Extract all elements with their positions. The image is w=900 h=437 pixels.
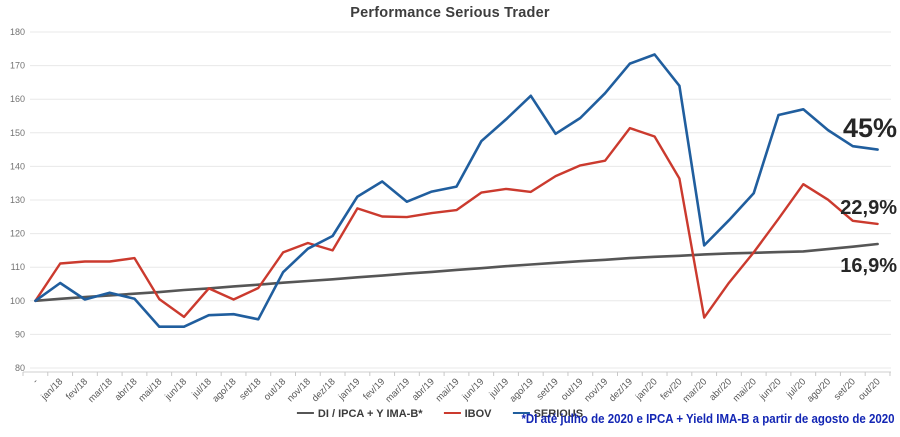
return-annotation: 22,9% <box>840 197 897 219</box>
x-axis-tick-label: set/18 <box>237 376 263 402</box>
x-axis-tick-label: mar/20 <box>681 376 710 405</box>
y-axis-tick-label: 80 <box>15 363 25 373</box>
x-axis-tick-label: out/20 <box>856 376 882 402</box>
x-axis-tick-label: set/20 <box>832 376 858 402</box>
series-line-di-ipca-y-ima-b <box>34 242 879 303</box>
chart-footnote: *DI até julho de 2020 e IPCA + Yield IMA… <box>521 412 895 426</box>
y-axis-tick-label: 110 <box>11 262 25 272</box>
legend-line-swatch-serious <box>512 412 530 415</box>
return-annotation: 45% <box>843 113 897 143</box>
x-axis-tick-label: nov/18 <box>285 376 313 404</box>
y-axis-tick-label: 150 <box>10 128 25 138</box>
x-axis-tick-label: set/19 <box>535 376 561 402</box>
chart-title: Performance Serious Trader <box>350 5 550 21</box>
x-axis-tick-label: jun/19 <box>460 376 487 403</box>
x-axis-tick-label: - <box>31 376 41 386</box>
x-axis-tick-label: jan/18 <box>38 376 65 403</box>
y-axis-tick-label: 170 <box>10 61 25 71</box>
y-axis-tick-label: 130 <box>10 195 25 205</box>
legend-label-benchmark: DI / IPCA + Y IMA-B* <box>317 408 423 420</box>
legend-line-swatch-benchmark <box>296 412 314 415</box>
x-axis-tick-label: jun/20 <box>757 376 784 403</box>
x-axis-tick-label: mai/20 <box>731 376 759 404</box>
chart-legend: DI / IPCA + Y IMA-B* IBOV SERIOUS <box>288 408 592 420</box>
x-axis-tick-label: nov/19 <box>582 376 610 404</box>
y-axis-tick-label: 120 <box>10 229 25 239</box>
return-annotation: 16,9% <box>840 255 897 277</box>
legend-item-serious: SERIOUS <box>512 408 584 420</box>
series-line-ibov <box>34 126 879 319</box>
y-axis-tick-label: 90 <box>15 329 25 339</box>
x-axis-tick-label: mar/19 <box>383 376 412 405</box>
x-axis-tick-label: ago/20 <box>805 376 833 404</box>
x-axis-tick-label: jun/18 <box>162 376 189 403</box>
x-axis-tick-label: abr/20 <box>707 376 734 403</box>
x-axis-tick-label: mai/18 <box>136 376 164 404</box>
y-axis-tick-label: 160 <box>10 94 25 104</box>
x-axis-tick-label: mai/19 <box>434 376 462 404</box>
x-axis-tick-label: abr/18 <box>113 376 140 403</box>
x-axis-tick-label: dez/18 <box>310 376 338 404</box>
x-axis-tick-label: jan/19 <box>336 376 363 403</box>
legend-label-ibov: IBOV <box>464 408 492 420</box>
x-axis-tick-label: abr/19 <box>410 376 437 403</box>
x-axis-tick-label: out/18 <box>262 376 288 402</box>
x-axis-tick-label: mar/18 <box>86 376 115 405</box>
x-axis-tick-label: out/19 <box>559 376 585 402</box>
x-axis-tick-label: ago/19 <box>508 376 536 404</box>
y-axis-tick-label: 180 <box>10 27 25 37</box>
y-axis-tick-label: 100 <box>10 296 25 306</box>
x-axis-tick-label: jan/20 <box>633 376 660 403</box>
x-axis-tick-label: ago/18 <box>210 376 238 404</box>
legend-line-swatch-ibov <box>443 412 461 415</box>
legend-label-serious: SERIOUS <box>533 408 584 420</box>
legend-item-benchmark: DI / IPCA + Y IMA-B* <box>296 408 423 420</box>
x-axis-tick-label: dez/19 <box>607 376 635 404</box>
legend-item-ibov: IBOV <box>443 408 492 420</box>
series-line-serious <box>34 53 879 329</box>
y-axis-tick-label: 140 <box>10 161 25 171</box>
